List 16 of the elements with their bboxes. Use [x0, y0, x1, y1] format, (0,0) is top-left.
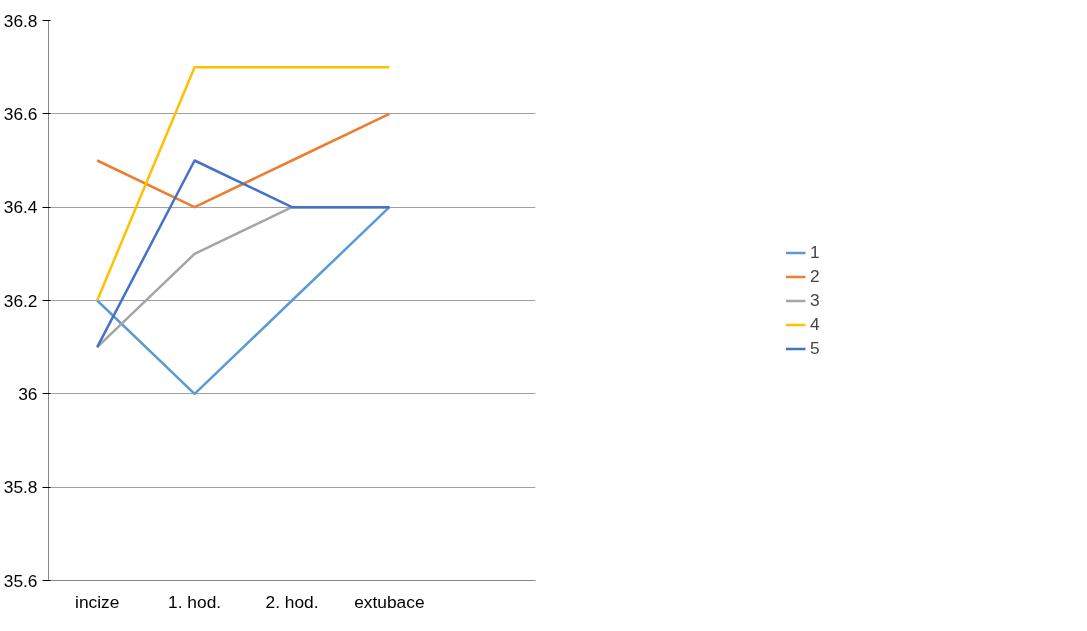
y-tick-label: 35.8 — [3, 477, 38, 498]
legend-label: 3 — [810, 289, 821, 311]
x-tick-label: 1. hod. — [168, 591, 222, 612]
y-tick-label: 36.8 — [3, 10, 38, 31]
x-tick-label: 2. hod. — [265, 591, 319, 612]
y-tick-label: 36.6 — [3, 103, 38, 124]
x-tick-label: incize — [75, 591, 120, 612]
legend-label: 5 — [810, 337, 821, 359]
x-tick-label: extubace — [354, 591, 425, 612]
legend-label: 2 — [810, 265, 821, 287]
y-tick-label: 36.4 — [3, 197, 38, 218]
legend-label: 4 — [810, 313, 821, 335]
legend-label: 1 — [810, 241, 821, 263]
y-tick-label: 36 — [18, 383, 38, 404]
y-tick-label: 35.6 — [3, 570, 38, 591]
y-tick-label: 36.2 — [3, 290, 38, 311]
